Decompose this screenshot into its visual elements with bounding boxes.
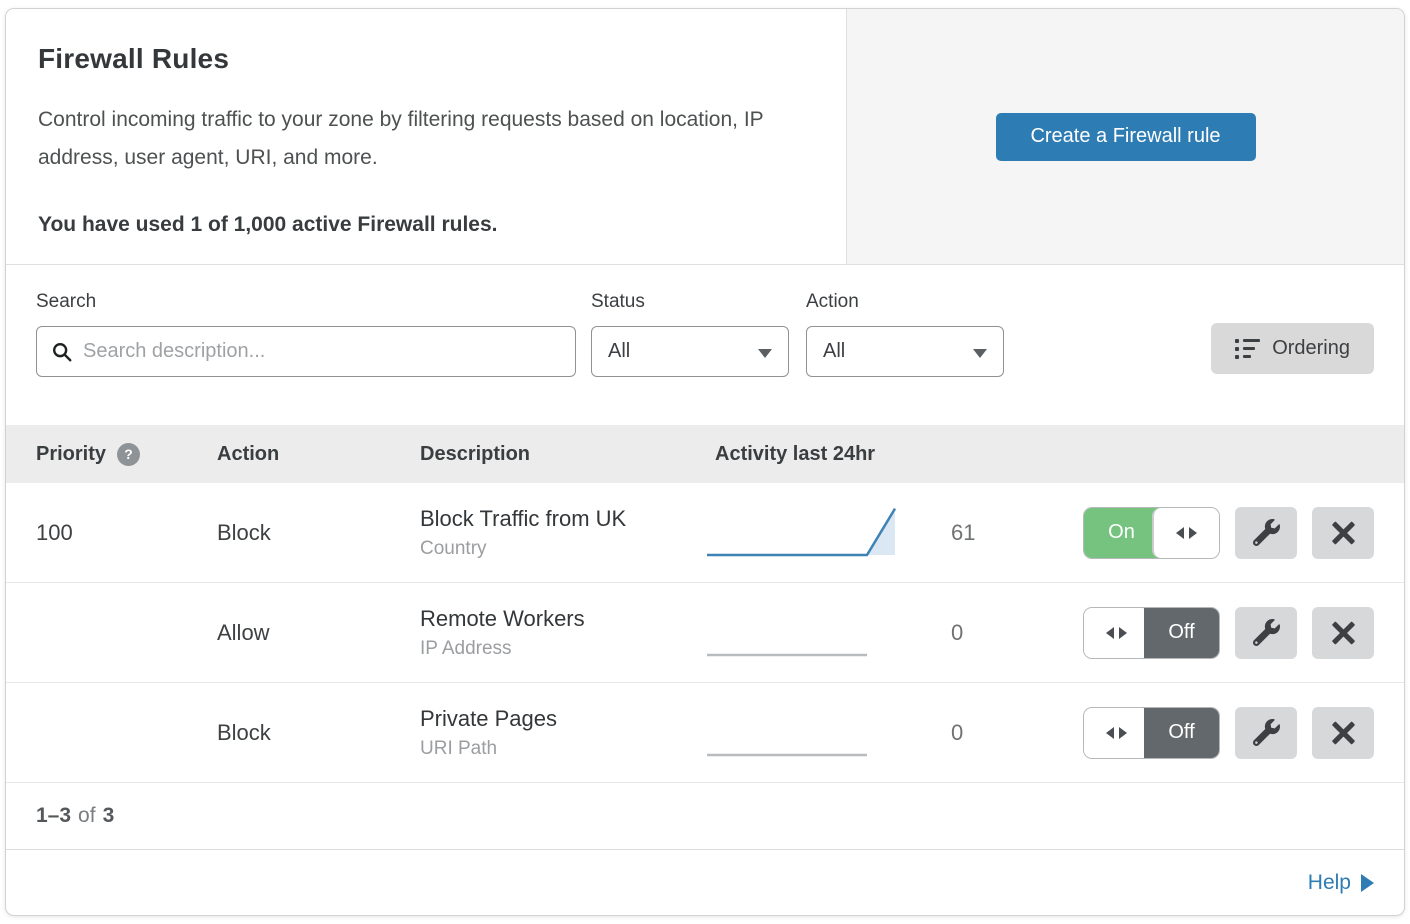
list-ordering-icon bbox=[1235, 338, 1261, 359]
status-select-value: All bbox=[608, 340, 631, 362]
close-icon bbox=[1330, 720, 1356, 746]
activity-count: 61 bbox=[951, 519, 976, 545]
activity-sparkline bbox=[707, 604, 907, 662]
action-select[interactable]: All bbox=[806, 326, 1004, 377]
help-bar: Help bbox=[6, 850, 1404, 915]
edit-rule-button[interactable] bbox=[1235, 706, 1297, 759]
status-filter-group: Status All bbox=[591, 291, 806, 377]
column-header-priority: Priority ? bbox=[36, 442, 217, 466]
close-icon bbox=[1330, 620, 1356, 646]
activity-sparkline bbox=[707, 704, 907, 762]
toggle-handle bbox=[1084, 607, 1150, 658]
header-action-panel: Create a Firewall rule bbox=[846, 9, 1404, 264]
search-box bbox=[36, 326, 576, 377]
wrench-icon bbox=[1252, 619, 1280, 646]
delete-rule-button[interactable] bbox=[1312, 506, 1374, 559]
action-select-value: All bbox=[823, 340, 846, 362]
table-row: 100 Block Block Traffic from UK Country … bbox=[6, 483, 1404, 583]
arrow-left-icon bbox=[1176, 526, 1184, 539]
rule-action: Block bbox=[217, 519, 271, 545]
rule-enabled-toggle[interactable]: Off bbox=[1083, 606, 1220, 659]
pagination-bar: 1–3 of 3 bbox=[6, 783, 1404, 850]
arrow-left-icon bbox=[1106, 626, 1114, 639]
action-filter-group: Action All bbox=[806, 291, 1021, 377]
search-input[interactable] bbox=[83, 340, 561, 363]
table-header-row: Priority ? Action Description Activity l… bbox=[6, 425, 1404, 483]
header-section: Firewall Rules Control incoming traffic … bbox=[6, 9, 1404, 265]
ordering-button[interactable]: Ordering bbox=[1211, 323, 1374, 374]
column-header-activity: Activity last 24hr bbox=[715, 442, 876, 465]
page-description: Control incoming traffic to your zone by… bbox=[38, 108, 764, 169]
rule-match-type: Country bbox=[420, 537, 487, 559]
rule-controls: Off bbox=[1083, 706, 1374, 759]
activity-sparkline bbox=[707, 504, 907, 562]
ordering-button-label: Ordering bbox=[1272, 337, 1350, 359]
delete-rule-button[interactable] bbox=[1312, 706, 1374, 759]
chevron-down-icon bbox=[973, 349, 987, 358]
help-link-label: Help bbox=[1307, 870, 1351, 894]
column-header-description: Description bbox=[420, 442, 531, 465]
rule-enabled-toggle[interactable]: On bbox=[1083, 506, 1220, 559]
activity-count: 0 bbox=[951, 719, 964, 745]
edit-rule-button[interactable] bbox=[1235, 506, 1297, 559]
wrench-icon bbox=[1252, 719, 1280, 746]
column-header-action: Action bbox=[217, 442, 280, 465]
rule-action: Allow bbox=[217, 619, 270, 645]
firewall-rules-card: Firewall Rules Control incoming traffic … bbox=[5, 8, 1405, 916]
wrench-icon bbox=[1252, 519, 1280, 546]
toggle-on-label: On bbox=[1084, 507, 1159, 558]
delete-rule-button[interactable] bbox=[1312, 606, 1374, 659]
rule-priority: 100 bbox=[36, 519, 73, 545]
toggle-off-label: Off bbox=[1144, 707, 1219, 758]
pagination-total: 3 bbox=[102, 804, 115, 827]
toggle-off-label: Off bbox=[1144, 607, 1219, 658]
table-row: Block Private Pages URI Path 0 Off bbox=[6, 683, 1404, 783]
toggle-handle bbox=[1153, 507, 1219, 558]
rule-action: Block bbox=[217, 719, 271, 745]
chevron-down-icon bbox=[758, 349, 772, 358]
arrow-left-icon bbox=[1106, 726, 1114, 739]
rule-description: Private Pages bbox=[420, 705, 557, 731]
table-row: Allow Remote Workers IP Address 0 Off bbox=[6, 583, 1404, 683]
rule-controls: On bbox=[1083, 506, 1374, 559]
edit-rule-button[interactable] bbox=[1235, 606, 1297, 659]
rule-controls: Off bbox=[1083, 606, 1374, 659]
rule-description-cell: Block Traffic from UK Country bbox=[420, 506, 707, 560]
arrow-right-icon bbox=[1119, 626, 1127, 639]
rule-match-type: IP Address bbox=[420, 637, 512, 659]
usage-note: You have used 1 of 1,000 active Firewall… bbox=[38, 213, 498, 236]
arrow-right-icon bbox=[1189, 526, 1197, 539]
help-link[interactable]: Help bbox=[1308, 871, 1374, 895]
rule-description: Remote Workers bbox=[420, 605, 585, 631]
status-label: Status bbox=[591, 291, 645, 312]
filter-bar: Search Status All Action All bbox=[6, 265, 1404, 425]
search-icon bbox=[53, 342, 72, 361]
action-label: Action bbox=[806, 291, 859, 312]
close-icon bbox=[1330, 520, 1356, 546]
pagination-range: 1–3 bbox=[36, 804, 72, 827]
page-title: Firewall Rules bbox=[38, 43, 230, 74]
activity-count: 0 bbox=[951, 619, 964, 645]
rule-description: Block Traffic from UK bbox=[420, 505, 627, 531]
header-text-block: Firewall Rules Control incoming traffic … bbox=[6, 9, 846, 264]
search-filter-group: Search bbox=[36, 291, 591, 377]
arrow-right-icon bbox=[1119, 726, 1127, 739]
rule-enabled-toggle[interactable]: Off bbox=[1083, 706, 1220, 759]
status-select[interactable]: All bbox=[591, 326, 789, 377]
create-firewall-rule-button[interactable]: Create a Firewall rule bbox=[995, 112, 1256, 161]
rule-description-cell: Remote Workers IP Address bbox=[420, 606, 707, 660]
pagination-of: of bbox=[78, 804, 96, 827]
search-label: Search bbox=[36, 291, 97, 312]
rule-description-cell: Private Pages URI Path bbox=[420, 706, 707, 760]
toggle-handle bbox=[1084, 707, 1150, 758]
priority-help-icon[interactable]: ? bbox=[117, 442, 141, 466]
arrow-right-icon bbox=[1361, 873, 1374, 892]
rule-match-type: URI Path bbox=[420, 737, 498, 759]
